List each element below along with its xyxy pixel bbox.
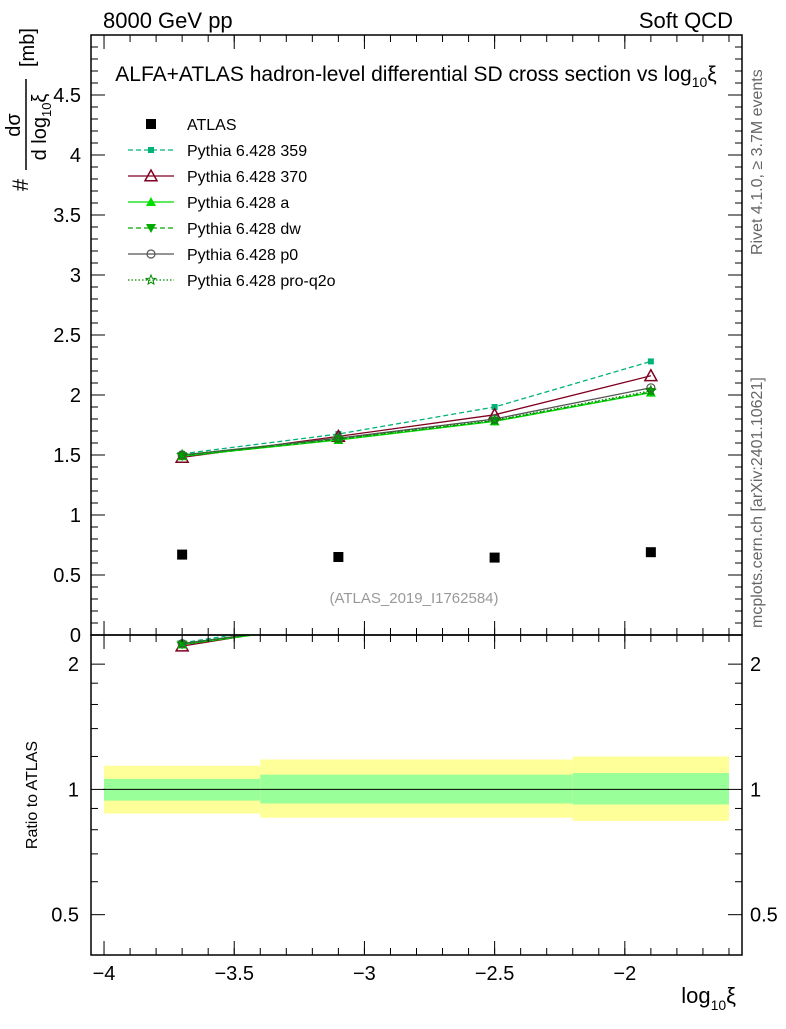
ratio-axes: 0.5 0.5 1 1 2 2 −4 −3.5 −3 −2.5 −2 — [51, 635, 778, 985]
series-line-p370 — [182, 375, 652, 459]
ratio-xtick-label: −2.5 — [475, 963, 514, 985]
plot-title-sub: 10 — [692, 74, 708, 90]
ratio-point-pq2o — [176, 637, 189, 649]
ratio-ylabel: Ratio to ATLAS — [24, 741, 41, 849]
ylabel-den-sub: 10 — [39, 103, 54, 117]
xlabel-var: ξ — [726, 983, 736, 1008]
main-ytick-label: 1.5 — [53, 445, 81, 467]
main-ytick-label: 4 — [70, 145, 81, 167]
main-ytick-label: 0.5 — [53, 565, 81, 587]
series-point-pq2o — [644, 384, 657, 396]
series-line-p359 — [182, 360, 652, 455]
legend-label-pq2o: Pythia 6.428 pro-q2o — [187, 273, 336, 290]
ratio-point-pa — [333, 619, 343, 628]
atlas-data-point — [645, 547, 656, 558]
legend-label-atlas: ATLAS — [187, 117, 237, 134]
series-line-pp0 — [182, 387, 652, 456]
ratio-ytick-label: 1 — [68, 779, 79, 801]
ratio-frame — [90, 634, 743, 956]
legend: ATLAS Pythia 6.428 359 Pythia 6.428 370 Pyt… — [128, 117, 336, 290]
series-point-pq2o — [176, 448, 189, 461]
legend-label-pa: Pythia 6.428 a — [187, 195, 289, 212]
ratio-ytick-label: 2 — [68, 654, 79, 676]
main-axes: 0 0.5 1 1.5 2 2.5 3 3.5 4 4.5 — [53, 34, 742, 647]
series-point-p359 — [647, 358, 654, 365]
ratio-xtick-label: −3.5 — [214, 963, 253, 985]
xlabel-prefix: log — [681, 983, 710, 1008]
legend-marker-pq2o — [144, 273, 158, 286]
atlas-data-point — [489, 552, 500, 563]
ratio-ytick-label: 0.5 — [51, 905, 79, 927]
legend-marker-pdw — [146, 224, 156, 233]
plot-title-xi: ξ — [707, 63, 716, 86]
ratio-point-pp0 — [334, 618, 342, 626]
ratio-point-pdw — [333, 619, 343, 628]
main-ytick-label: 4.5 — [53, 85, 81, 107]
energy-label: 8000 GeV pp — [103, 8, 233, 33]
legend-marker-pp0 — [146, 249, 156, 259]
ratio-bands — [104, 756, 729, 821]
ratio-band-inner — [572, 773, 729, 805]
ratio-xtick-label: −2 — [613, 963, 636, 985]
series-point-pq2o — [488, 413, 501, 426]
ratio-xtick-label: −3 — [353, 963, 376, 985]
legend-label-pp0: Pythia 6.428 p0 — [187, 247, 298, 264]
xlabel-sub: 10 — [711, 997, 727, 1013]
main-series-layer — [174, 358, 659, 563]
main-ytick-label: 3 — [70, 265, 81, 287]
main-ytick-label: 3.5 — [53, 205, 81, 227]
main-ytick-label: 2 — [70, 385, 81, 407]
ylabel-den-var: ξ — [29, 94, 51, 103]
category-label: Soft QCD — [639, 8, 733, 33]
ylabel-denominator: d log10ξ — [29, 94, 54, 161]
main-ytick-label: 1 — [70, 505, 81, 527]
main-ytick-label: 2.5 — [53, 325, 81, 347]
series-point-pp0 — [646, 383, 656, 393]
ratio-point-p359 — [335, 615, 341, 621]
main-panel: 0 0.5 1 1.5 2 2.5 3 3.5 4 4.5 ALFA+ATLAS hadron-l… — [3, 28, 743, 647]
legend-marker-pa — [146, 197, 156, 206]
series-point-p370 — [643, 368, 659, 382]
ylabel-den-prefix: d log — [29, 117, 51, 160]
mcplots-label: mcplots.cern.ch [arXiv:2401.10621] — [749, 377, 766, 628]
ratio-point-p370 — [332, 615, 344, 626]
ratio-ytick-label-right: 2 — [750, 654, 761, 676]
main-ytick-label: 0 — [70, 625, 81, 647]
legend-marker-atlas — [146, 119, 156, 129]
legend-marker-p370 — [143, 168, 159, 182]
ratio-ytick-label-right: 0.5 — [750, 905, 778, 927]
rivet-label: Rivet 4.1.0, ≥ 3.7M events — [749, 69, 766, 255]
ratio-panel: 0.5 0.51 12 2−4 −3.5 −3 −2.5 −2 Ratio to ATLAS … — [24, 615, 778, 1013]
series-line-pq2o — [182, 390, 652, 456]
atlas-data-point — [333, 552, 344, 562]
main-ylabel: # dσ d log10ξ [mb] — [3, 28, 54, 191]
ratio-xtick-label: −4 — [93, 963, 116, 985]
plot-title-text: ALFA+ATLAS hadron-level differential SD … — [115, 63, 691, 86]
series-point-p359 — [491, 404, 498, 410]
ratio-xlabel: log10ξ — [681, 983, 736, 1013]
series-point-pq2o — [332, 432, 345, 444]
atlas-data-point — [177, 549, 188, 560]
legend-label-p359: Pythia 6.428 359 — [187, 143, 307, 160]
ylabel-numerator: dσ — [3, 113, 25, 137]
ylabel-unit: [mb] — [17, 28, 39, 67]
ratio-ytick-label-right: 1 — [750, 779, 761, 801]
watermark: (ATLAS_2019_I1762584) — [329, 590, 498, 607]
legend-label-pdw: Pythia 6.428 dw — [187, 221, 301, 238]
ratio-point-pq2o — [334, 617, 344, 626]
legend-marker-p359 — [148, 147, 154, 153]
ylabel-hash: # — [8, 178, 33, 191]
legend-label-p370: Pythia 6.428 370 — [187, 169, 307, 186]
plot-title: ALFA+ATLAS hadron-level differential SD … — [115, 63, 716, 90]
